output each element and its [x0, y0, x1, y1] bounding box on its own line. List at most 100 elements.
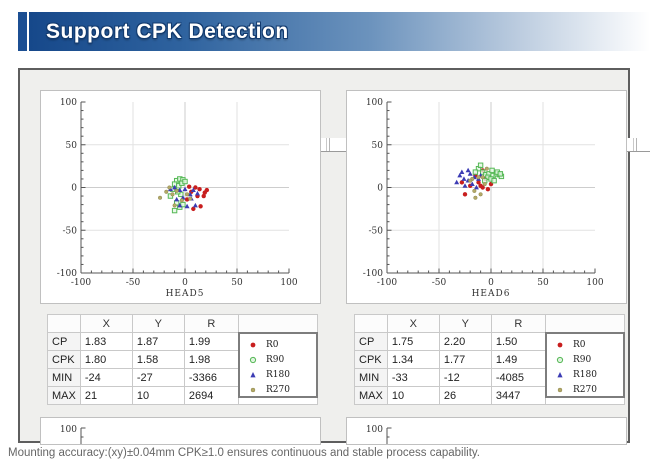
legend-item: R0: [547, 337, 623, 352]
scatter-plot: -100-100 -50 -50 0 0 50 50 100 100 HEAD5: [57, 98, 298, 299]
legend-r90-marker-icon: [547, 355, 573, 365]
stats-row-label: CPK: [47, 350, 81, 369]
svg-text:-50: -50: [126, 278, 141, 288]
stats-value-cell: 1.83: [79, 332, 133, 351]
stats-value-cell: -12: [438, 368, 492, 387]
legend-item: R270: [547, 382, 623, 397]
svg-text:50: 50: [372, 141, 384, 151]
svg-text:0: 0: [71, 184, 77, 194]
stats-value-cell: 10: [131, 386, 185, 405]
stats-value-cell: -27: [131, 368, 185, 387]
stats-value-cell: 1.77: [438, 350, 492, 369]
stats-row-label: MAX: [47, 386, 81, 405]
footer-caption: Mounting accuracy:(xy)±0.04mm CPK≥1.0 en…: [8, 447, 480, 459]
scatter-chart-head6: -100 -100 -50 -50 0 0 50 50 100 100 HEAD6: [346, 90, 627, 304]
svg-text:-100: -100: [363, 269, 383, 279]
svg-text:-50: -50: [63, 226, 78, 236]
stats-value-cell: -4085: [490, 368, 546, 387]
stats-value-cell: 1.34: [386, 350, 440, 369]
legend-r0-marker-icon: [240, 340, 266, 350]
stats-value-cell: 1.99: [183, 332, 239, 351]
legend-label: R270: [266, 384, 290, 395]
legend-label: R180: [266, 369, 290, 380]
clipped-next-chart-head6: 100: [346, 417, 627, 445]
legend-r180-marker-icon: [547, 370, 573, 380]
stats-value-cell: 2.20: [438, 332, 492, 351]
stats-col-header: [47, 314, 81, 333]
scatter-chart-head5: -100 -100 -50 -50 0 0 50 50 100 100 HEAD5: [40, 90, 321, 304]
stats-row-label: MIN: [354, 368, 388, 387]
svg-text:100: 100: [280, 278, 297, 288]
x-axis-label: HEAD6: [472, 289, 511, 299]
legend-label: R90: [266, 354, 285, 365]
svg-text:100: 100: [586, 278, 603, 288]
stats-value-cell: -24: [79, 368, 133, 387]
stats-value-cell: 1.50: [490, 332, 546, 351]
scatter-plot: -100-100 -50 -50 0 0 50 50 100 100 HEAD6: [363, 98, 604, 299]
stats-col-header: [354, 314, 388, 333]
svg-text:0: 0: [488, 278, 494, 288]
stats-value-cell: 21: [79, 386, 133, 405]
stats-row-label: CP: [47, 332, 81, 351]
legend-item: R0: [240, 337, 316, 352]
svg-text:-100: -100: [71, 278, 91, 288]
stats-col-header: [237, 314, 318, 333]
legend-r270-marker-icon: [547, 385, 573, 395]
legend-head5: R0 R90 R180 R270: [238, 332, 318, 398]
legend-label: R180: [573, 369, 597, 380]
legend-label: R270: [573, 384, 597, 395]
legend-r270-marker-icon: [240, 385, 266, 395]
svg-text:100: 100: [366, 98, 383, 108]
banner-accent-bar: [18, 12, 27, 51]
stats-value-cell: 1.58: [131, 350, 185, 369]
stats-col-header: X: [79, 314, 133, 333]
x-axis-label: HEAD5: [166, 289, 205, 299]
svg-text:50: 50: [66, 141, 78, 151]
stats-value-cell: -3366: [183, 368, 239, 387]
legend-head6: R0 R90 R180 R270: [545, 332, 625, 398]
svg-text:-50: -50: [369, 226, 384, 236]
svg-text:100: 100: [60, 98, 77, 108]
clipped-next-chart-head5: 100: [40, 417, 321, 445]
stats-row-label: MIN: [47, 368, 81, 387]
stats-col-header: X: [386, 314, 440, 333]
stats-col-header: Y: [131, 314, 185, 333]
svg-text:-100: -100: [377, 278, 397, 288]
page-title: Support CPK Detection: [46, 20, 289, 43]
svg-text:50: 50: [537, 278, 549, 288]
clipped-next-chart: 100: [60, 425, 86, 444]
stats-value-cell: 26: [438, 386, 492, 405]
clipped-table-cell: [303, 138, 327, 151]
legend-item: R180: [547, 367, 623, 382]
legend-item: R90: [547, 352, 623, 367]
legend-r0-marker-icon: [547, 340, 573, 350]
legend-item: R90: [240, 352, 316, 367]
stats-row-label: CP: [354, 332, 388, 351]
svg-text:-50: -50: [432, 278, 447, 288]
stats-col-header: Y: [438, 314, 492, 333]
stats-value-cell: 1.98: [183, 350, 239, 369]
stats-value-cell: 10: [386, 386, 440, 405]
clipped-table-cell: [610, 138, 634, 151]
legend-label: R0: [266, 339, 279, 350]
legend-item: R180: [240, 367, 316, 382]
stats-col-header: R: [183, 314, 239, 333]
stats-col-header: R: [490, 314, 546, 333]
stats-value-cell: 3447: [490, 386, 546, 405]
svg-text:-100: -100: [57, 269, 77, 279]
stats-value-cell: 2694: [183, 386, 239, 405]
legend-item: R270: [240, 382, 316, 397]
stats-row-label: MAX: [354, 386, 388, 405]
legend-label: R0: [573, 339, 586, 350]
svg-text:50: 50: [231, 278, 243, 288]
legend-label: R90: [573, 354, 592, 365]
stats-value-cell: 1.80: [79, 350, 133, 369]
legend-r90-marker-icon: [240, 355, 266, 365]
svg-text:0: 0: [377, 184, 383, 194]
svg-text:100: 100: [60, 425, 77, 435]
clipped-next-chart: 100: [366, 425, 392, 444]
stats-value-cell: 1.75: [386, 332, 440, 351]
stats-col-header: [544, 314, 625, 333]
stats-row-label: CPK: [354, 350, 388, 369]
